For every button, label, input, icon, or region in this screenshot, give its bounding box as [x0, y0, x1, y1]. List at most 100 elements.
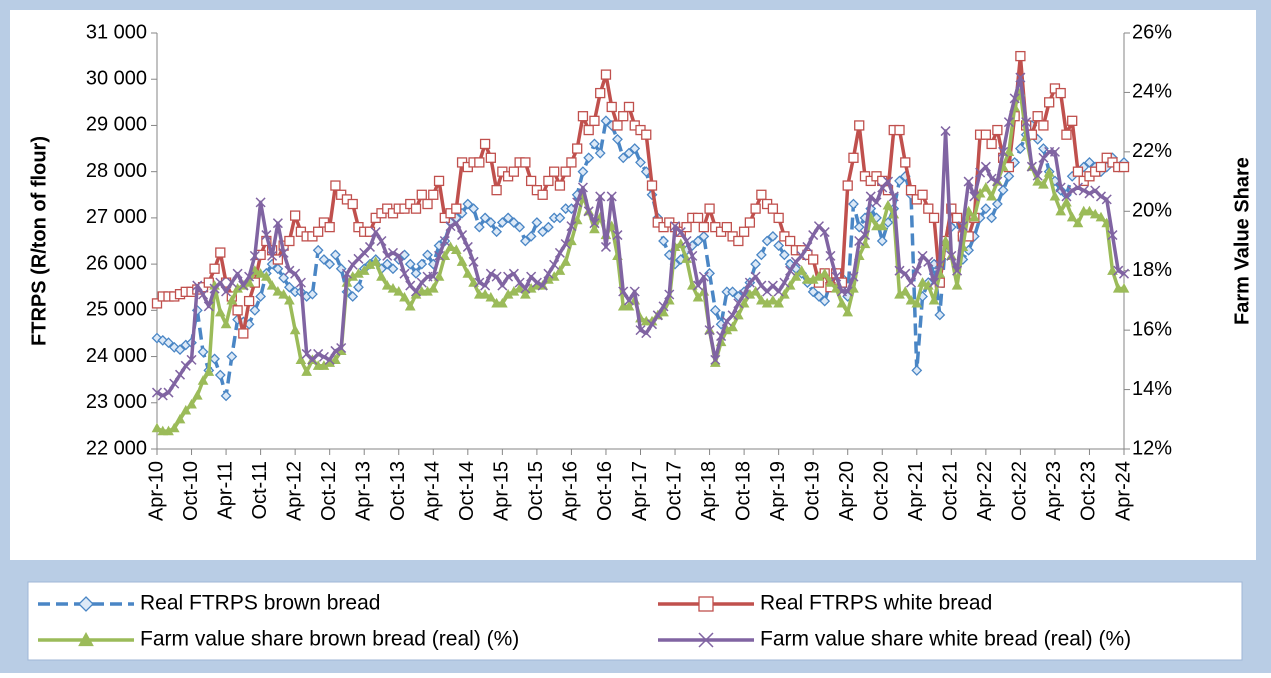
marker: [853, 221, 865, 233]
marker: [859, 230, 871, 241]
marker: [479, 288, 491, 299]
marker: [267, 250, 278, 261]
marker: [675, 227, 686, 238]
marker: [1032, 170, 1043, 181]
marker: [1084, 188, 1095, 199]
y-tick-label: 24 000: [86, 345, 147, 367]
marker: [934, 309, 946, 321]
marker: [618, 286, 629, 297]
marker: [917, 277, 928, 287]
marker: [733, 235, 744, 247]
marker: [157, 390, 168, 401]
marker: [894, 124, 905, 136]
marker: [756, 189, 767, 200]
series: [151, 72, 1130, 401]
marker: [698, 221, 709, 233]
x-tick-label: Apr-24: [1112, 461, 1134, 521]
marker: [502, 212, 514, 224]
x-tick-label: Oct-19: [801, 461, 823, 521]
y-tick-label: 22 000: [86, 437, 147, 459]
marker: [410, 286, 422, 297]
marker: [986, 212, 998, 224]
marker: [462, 198, 474, 210]
marker: [1118, 283, 1130, 293]
marker: [813, 291, 825, 302]
marker: [992, 124, 1003, 136]
marker: [1095, 191, 1107, 202]
marker: [496, 217, 508, 228]
marker: [583, 206, 594, 217]
marker: [376, 235, 387, 247]
marker: [525, 230, 537, 242]
marker: [485, 217, 497, 228]
x-tick-label: Apr-15: [491, 461, 513, 521]
marker: [554, 265, 566, 275]
marker: [479, 138, 491, 150]
marker: [214, 306, 226, 317]
marker: [295, 354, 307, 364]
marker: [549, 166, 560, 177]
marker: [531, 217, 543, 228]
marker: [842, 306, 854, 317]
marker: [704, 325, 715, 336]
marker: [641, 129, 652, 140]
marker: [191, 389, 203, 400]
marker: [785, 235, 796, 247]
marker: [773, 297, 784, 308]
x-tick-label: Oct-20: [871, 461, 893, 521]
marker: [980, 129, 992, 140]
marker: [215, 277, 226, 288]
marker: [457, 230, 468, 241]
marker: [169, 378, 180, 389]
marker: [1066, 211, 1078, 222]
marker: [284, 235, 295, 247]
marker: [174, 413, 186, 424]
marker: [819, 295, 831, 307]
marker: [698, 632, 714, 648]
marker: [1003, 170, 1015, 182]
marker: [1032, 176, 1044, 186]
marker: [410, 267, 422, 279]
marker: [692, 291, 704, 302]
marker: [727, 310, 738, 321]
marker: [427, 283, 439, 293]
x-tick-label: Apr-13: [352, 461, 374, 521]
marker: [1118, 268, 1130, 279]
marker: [324, 354, 335, 365]
marker: [986, 173, 997, 184]
marker: [911, 365, 923, 376]
marker: [151, 387, 163, 398]
marker: [802, 241, 813, 252]
marker: [284, 265, 295, 276]
marker: [255, 291, 267, 302]
marker: [733, 298, 744, 309]
marker: [519, 235, 531, 247]
marker: [773, 240, 785, 252]
marker: [946, 203, 957, 214]
marker: [313, 348, 324, 359]
marker: [480, 280, 491, 291]
marker: [796, 265, 808, 275]
marker: [1107, 230, 1118, 241]
marker: [686, 280, 698, 290]
marker: [1032, 111, 1043, 122]
marker: [1038, 120, 1049, 131]
y2-tick-label: 22%: [1132, 140, 1172, 162]
marker: [750, 285, 761, 296]
marker: [468, 203, 479, 215]
marker: [848, 152, 859, 163]
marker: [744, 217, 756, 228]
marker: [324, 258, 336, 270]
y-tick-label: 23 000: [86, 391, 147, 413]
marker: [1055, 182, 1066, 193]
marker: [381, 258, 393, 270]
y2-tick-label: 12%: [1132, 437, 1172, 459]
marker: [572, 197, 583, 208]
marker: [842, 286, 853, 297]
marker: [370, 256, 382, 266]
marker: [249, 250, 260, 261]
marker: [911, 265, 922, 276]
marker: [554, 212, 566, 224]
marker: [831, 271, 842, 282]
